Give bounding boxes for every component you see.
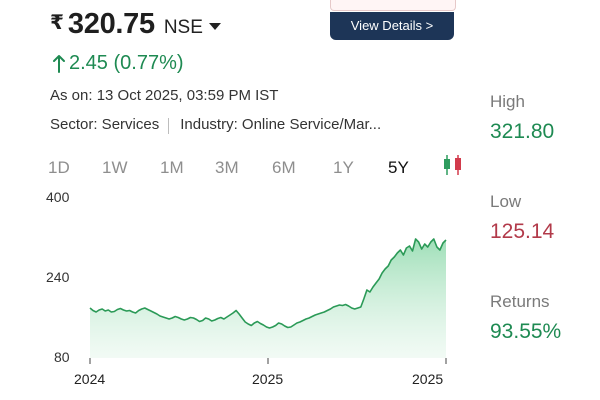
y-tick-label: 400	[46, 189, 70, 205]
high-label: High	[490, 92, 525, 111]
stock-price: 320.75	[67, 8, 155, 40]
arrow-up-icon	[53, 54, 65, 73]
view-details-button[interactable]: View Details >	[330, 12, 454, 40]
returns-label: Returns	[490, 292, 550, 311]
low-label: Low	[490, 192, 522, 211]
x-tick-label: 2025	[252, 371, 283, 387]
price-area	[90, 239, 446, 358]
caret-down-icon	[208, 23, 221, 30]
tab-1m[interactable]: 1M	[160, 158, 184, 177]
x-tick-label: 2025	[412, 371, 443, 387]
price-row: ₹ 320.75 NSE	[50, 8, 221, 41]
divider	[168, 118, 170, 134]
exchange-label: NSE	[163, 17, 203, 38]
low-value: 125.14	[490, 220, 555, 243]
price-line	[89, 238, 447, 329]
sector-industry-row: Sector: Services Industry: Online Servic…	[50, 116, 381, 134]
candlestick-chart-icon[interactable]	[441, 153, 465, 177]
tab-1w[interactable]: 1W	[102, 158, 128, 177]
tab-5y[interactable]: 5Y	[388, 158, 409, 177]
x-tick-label: 2024	[74, 371, 105, 387]
industry-label[interactable]: Industry: Online Service/Mar...	[180, 116, 382, 133]
tab-1d[interactable]: 1D	[48, 158, 70, 177]
returns-value: 93.55%	[490, 320, 562, 343]
as-on-timestamp: As on: 13 Oct 2025, 03:59 PM IST	[50, 87, 279, 104]
y-tick-label: 80	[54, 349, 70, 365]
price-chart[interactable]: 400 240 80 2024 2025 2025	[44, 188, 464, 388]
tab-1y[interactable]: 1Y	[333, 158, 354, 177]
price-change-value: 2.45 (0.77%)	[69, 52, 184, 74]
exchange-selector[interactable]: NSE	[164, 17, 221, 39]
y-tick-label: 240	[46, 269, 70, 285]
tab-3m[interactable]: 3M	[215, 158, 239, 177]
high-value: 321.80	[490, 120, 555, 143]
price-change: 2.45 (0.77%)	[52, 52, 184, 75]
currency-symbol: ₹	[50, 12, 64, 34]
tab-6m[interactable]: 6M	[272, 158, 296, 177]
sector-label: Sector: Services	[50, 116, 160, 133]
info-banner-card	[330, 0, 456, 11]
